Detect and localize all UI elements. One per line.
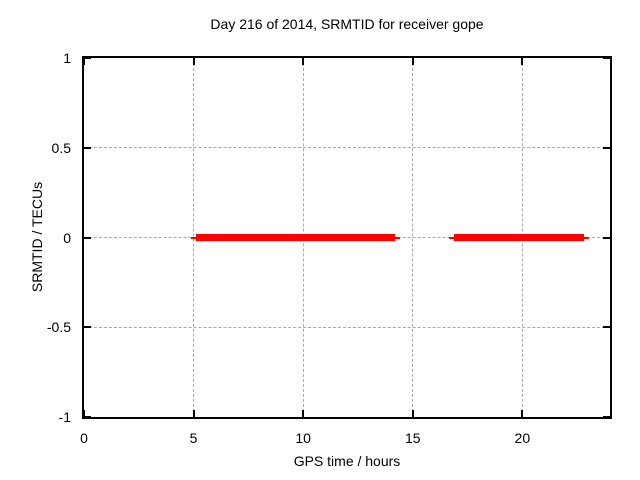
y-tick-mark <box>84 146 91 149</box>
y-tick-label: -1 <box>58 409 71 425</box>
x-tick-mark-top <box>83 58 85 65</box>
x-tick-label: 20 <box>514 430 531 446</box>
y-tick-mark-right <box>603 57 610 59</box>
x-tick-mark <box>411 410 414 417</box>
data-segment <box>195 234 396 241</box>
y-tick-label: 1 <box>63 50 71 66</box>
y-tick-label: 0 <box>63 229 71 246</box>
x-tick-label: 0 <box>80 430 88 446</box>
x-axis-label: GPS time / hours <box>293 453 401 469</box>
chart-title: Day 216 of 2014, SRMTID for receiver gop… <box>210 16 484 32</box>
y-tick-mark <box>84 326 91 329</box>
plot-area: 0 5 10 15 20 1 0.5 0 -0.5 -1 <box>47 51 612 445</box>
y-tick-mark-right <box>603 416 610 418</box>
x-tick-label: 5 <box>189 430 198 446</box>
data-segment <box>454 234 584 241</box>
x-tick-label: 15 <box>404 430 421 446</box>
y-tick-mark <box>84 57 91 59</box>
y-tick-mark <box>84 236 91 239</box>
x-tick-mark-top <box>521 58 524 65</box>
x-tick-mark <box>521 410 524 417</box>
x-tick-mark-top <box>411 58 414 65</box>
y-tick-mark-right <box>603 146 610 149</box>
x-tick-mark-top <box>302 58 305 65</box>
y-tick-label: -0.5 <box>46 319 71 336</box>
x-tick-label: 10 <box>295 430 311 446</box>
y-tick-label: 0.5 <box>51 139 71 156</box>
horizontal-gridline <box>84 147 610 149</box>
y-axis-label: SRMTID / TECUs <box>29 181 45 293</box>
x-tick-mark-top <box>192 58 195 65</box>
x-tick-mark <box>192 410 195 417</box>
y-tick-mark-right <box>603 236 610 239</box>
x-tick-mark <box>83 410 85 417</box>
horizontal-gridline <box>84 326 610 328</box>
y-tick-mark <box>84 416 91 418</box>
y-tick-mark-right <box>603 326 610 329</box>
x-tick-mark <box>302 410 305 417</box>
